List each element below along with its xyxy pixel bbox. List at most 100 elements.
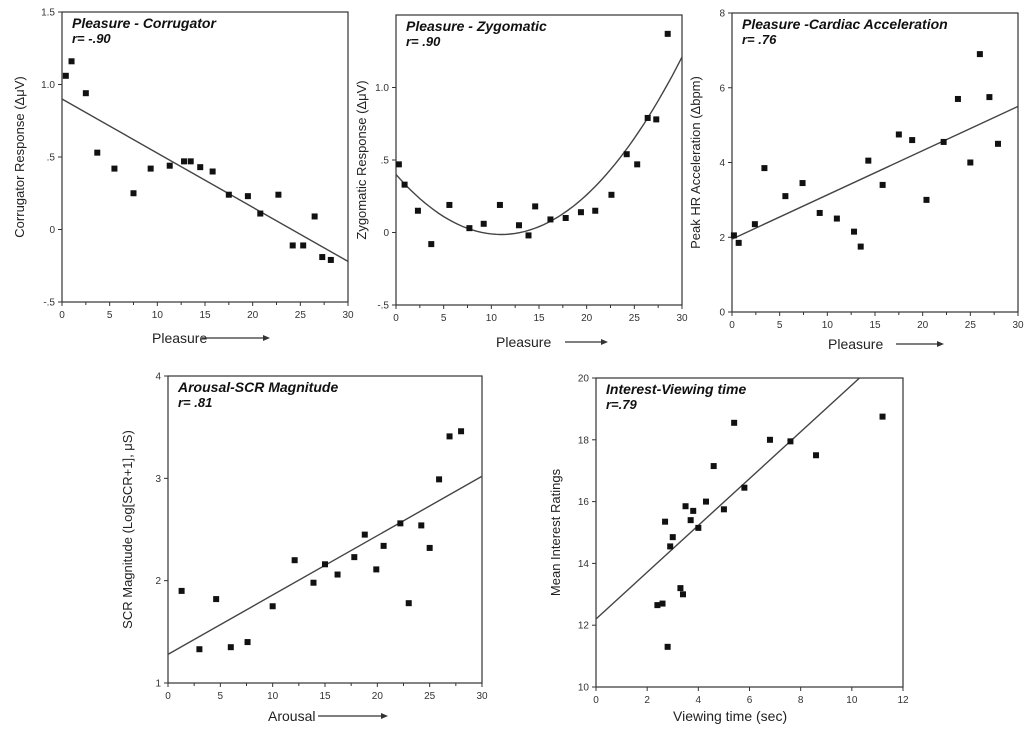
data-point — [833, 215, 840, 222]
data-point — [735, 239, 742, 246]
data-point — [682, 503, 689, 510]
y-tick-label: 0 — [49, 225, 55, 236]
data-point — [695, 524, 702, 531]
data-point — [679, 591, 686, 598]
data-point — [62, 72, 69, 79]
data-point — [196, 646, 203, 653]
y-tick-label: 2 — [719, 233, 725, 244]
y-axis-title: SCR Magnitude (Log[SCR+1], μS) — [120, 430, 135, 629]
data-point — [577, 209, 584, 216]
x-axis-arrow-head — [263, 335, 270, 341]
panel-correlation: r=.79 — [606, 397, 637, 412]
y-tick-label: 8 — [719, 9, 725, 20]
chart-panel-1: 0 5 10 15 20 25 30 -.5 0 .5 1.0 1.5 Pleasure - Corru… — [12, 8, 354, 347]
x-tick-label: 15 — [869, 320, 881, 331]
x-tick-label: 15 — [199, 310, 211, 321]
y-tick-label: 1.0 — [375, 83, 389, 94]
data-point — [690, 507, 697, 514]
panel-title: Arousal-SCR Magnitude — [177, 379, 338, 395]
data-point — [865, 157, 872, 164]
data-point — [909, 137, 916, 144]
data-point — [496, 201, 503, 208]
data-point — [782, 193, 789, 200]
panel-correlation: r= .81 — [178, 395, 212, 410]
data-point — [731, 419, 738, 426]
x-tick-label: 20 — [581, 313, 593, 324]
panel-correlation: r= .90 — [406, 34, 441, 49]
data-point — [515, 222, 522, 229]
data-point — [664, 30, 671, 37]
data-point — [986, 94, 993, 101]
data-point — [895, 131, 902, 138]
regression-line — [61, 98, 349, 263]
regression-line — [595, 377, 860, 620]
x-tick-label: 15 — [533, 313, 545, 324]
x-tick-label: 25 — [424, 691, 436, 702]
data-point — [405, 600, 412, 607]
data-point — [654, 602, 661, 609]
data-point — [351, 554, 358, 561]
y-tick-label: 0 — [383, 228, 389, 239]
data-point — [94, 149, 101, 156]
data-point — [213, 596, 220, 603]
x-tick-label: 0 — [729, 320, 735, 331]
data-point — [446, 201, 453, 208]
data-point — [269, 603, 276, 610]
data-point — [414, 207, 421, 214]
data-point — [380, 542, 387, 549]
data-point — [327, 256, 334, 263]
x-tick-label: 15 — [319, 691, 331, 702]
x-axis-arrow-head — [381, 713, 388, 719]
x-tick-label: 25 — [629, 313, 641, 324]
y-tick-label: 4 — [155, 372, 161, 383]
data-point — [813, 452, 820, 459]
plot-frame — [61, 11, 349, 303]
data-point — [166, 162, 173, 169]
x-axis-title: Pleasure — [496, 334, 551, 350]
data-point — [436, 476, 443, 483]
data-point — [426, 544, 433, 551]
data-point — [257, 210, 264, 217]
x-tick-label: 25 — [965, 320, 977, 331]
data-point — [799, 180, 806, 187]
y-tick-label: 1 — [155, 679, 161, 690]
x-tick-label: 10 — [152, 310, 164, 321]
chart-panel-5: 0 2 4 6 8 10 12 10 12 14 16 18 20 Interest-Viewing ti… — [548, 374, 909, 725]
panel-title: Interest-Viewing time — [606, 381, 747, 397]
data-point — [857, 243, 864, 250]
data-point — [418, 522, 425, 529]
data-point — [209, 168, 216, 175]
data-point — [525, 232, 532, 239]
x-tick-label: 10 — [846, 695, 858, 706]
data-point — [653, 116, 660, 123]
x-tick-label: 30 — [676, 313, 688, 324]
data-point — [300, 242, 307, 249]
plot-frame — [167, 375, 483, 684]
data-point — [816, 209, 823, 216]
data-point — [664, 643, 671, 650]
x-axis-title: Pleasure — [828, 336, 883, 352]
panel-title: Pleasure -Cardiac Acceleration — [742, 16, 948, 32]
data-point — [761, 165, 768, 172]
y-tick-label: 1.5 — [41, 8, 55, 19]
y-tick-label: 1.0 — [41, 80, 55, 91]
x-axis-title: Pleasure — [152, 330, 207, 346]
x-tick-label: 10 — [486, 313, 498, 324]
x-tick-label: 2 — [644, 695, 650, 706]
data-point — [954, 95, 961, 102]
data-point — [181, 158, 188, 165]
y-tick-label: 4 — [719, 158, 725, 169]
plot-frame — [731, 12, 1019, 313]
data-point — [373, 566, 380, 573]
chart-panel-2: 0 5 10 15 20 25 30 -.5 0 .5 1.0 Pleasure - Zygomati… — [354, 14, 688, 350]
x-tick-label: 8 — [798, 695, 804, 706]
data-point — [879, 413, 886, 420]
data-point — [480, 220, 487, 227]
y-axis-title: Mean Interest Ratings — [548, 468, 563, 596]
data-point — [703, 498, 710, 505]
data-point — [677, 585, 684, 592]
data-point — [395, 161, 402, 168]
y-tick-label: .5 — [47, 153, 56, 164]
plot-frame — [595, 377, 904, 688]
